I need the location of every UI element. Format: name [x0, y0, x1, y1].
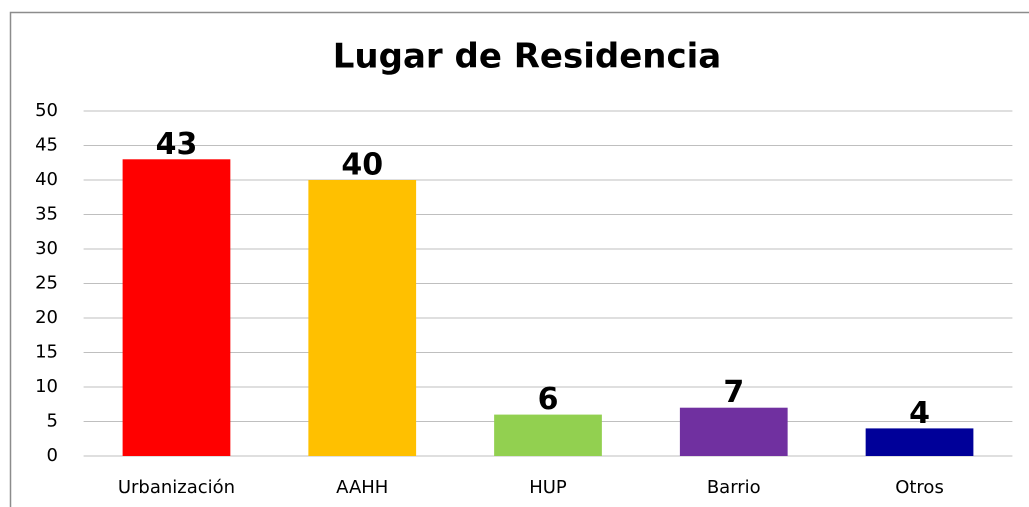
y-tick-label: 10	[35, 376, 58, 397]
y-tick-label: 25	[35, 273, 58, 294]
y-tick-label: 35	[35, 204, 58, 225]
data-label: 40	[341, 148, 383, 183]
y-tick-label: 15	[35, 342, 58, 363]
bar	[308, 180, 417, 456]
x-tick-label: AAHH	[336, 477, 388, 498]
y-tick-label: 20	[35, 307, 58, 328]
data-label: 43	[156, 127, 198, 162]
data-label: 7	[723, 375, 744, 410]
y-tick-label: 5	[47, 411, 58, 432]
bar	[494, 414, 602, 456]
x-tick-label: HUP	[529, 477, 567, 498]
x-tick-label: Urbanización	[118, 477, 235, 498]
bar	[122, 159, 231, 457]
data-label: 4	[909, 396, 930, 431]
chart-title: Lugar de Residencia	[333, 37, 721, 77]
x-tick-label: Otros	[895, 477, 944, 498]
y-tick-label: 0	[47, 445, 58, 466]
chart-border	[9, 11, 1029, 507]
y-tick-label: 50	[35, 100, 58, 121]
y-tick-label: 40	[35, 169, 58, 190]
data-label: 6	[538, 382, 559, 417]
x-tick-label: Barrio	[707, 477, 761, 498]
bar	[865, 428, 974, 456]
y-tick-label: 45	[35, 135, 58, 156]
bar	[679, 407, 788, 456]
y-tick-label: 30	[35, 238, 58, 259]
